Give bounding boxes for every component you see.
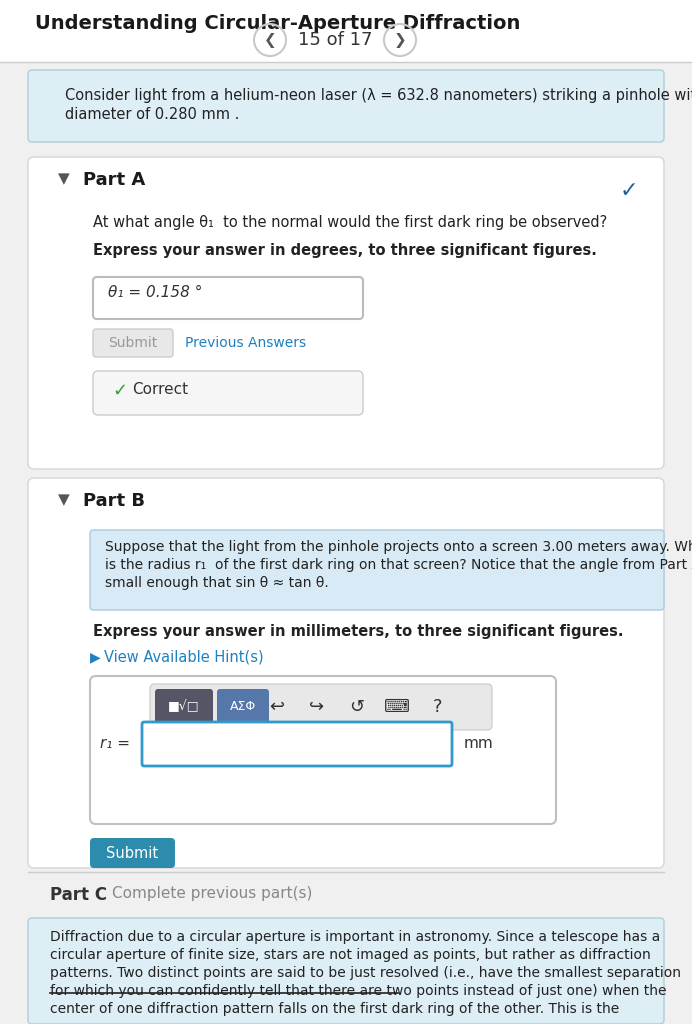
FancyBboxPatch shape (142, 722, 452, 766)
Text: Diffraction due to a circular aperture is important in astronomy. Since a telesc: Diffraction due to a circular aperture i… (50, 930, 660, 944)
Text: ↪: ↪ (309, 698, 325, 716)
Text: ▼: ▼ (58, 171, 70, 186)
Text: Express your answer in millimeters, to three significant figures.: Express your answer in millimeters, to t… (93, 624, 623, 639)
Text: ■√□: ■√□ (168, 700, 200, 714)
Text: diameter of 0.280 mm .: diameter of 0.280 mm . (65, 106, 239, 122)
Text: View Available Hint(s): View Available Hint(s) (104, 650, 264, 665)
Text: patterns. Two distinct points are said to be just resolved (i.e., have the small: patterns. Two distinct points are said t… (50, 966, 681, 980)
Text: Express your answer in degrees, to three significant figures.: Express your answer in degrees, to three… (93, 243, 597, 258)
FancyBboxPatch shape (28, 478, 664, 868)
Text: ▶: ▶ (90, 650, 100, 664)
Text: is the radius r₁  of the first dark ring on that screen? Notice that the angle f: is the radius r₁ of the first dark ring … (105, 558, 692, 572)
Text: At what angle θ₁  to the normal would the first dark ring be observed?: At what angle θ₁ to the normal would the… (93, 215, 608, 230)
Text: ↺: ↺ (349, 698, 365, 716)
Text: center of one diffraction pattern falls on the first dark ring of the other. Thi: center of one diffraction pattern falls … (50, 1002, 619, 1016)
FancyBboxPatch shape (93, 329, 173, 357)
Text: ?: ? (432, 698, 441, 716)
FancyBboxPatch shape (28, 918, 664, 1024)
Text: 15 of 17: 15 of 17 (298, 31, 372, 49)
Text: Consider light from a helium-neon laser (λ = 632.8 nanometers) striking a pinhol: Consider light from a helium-neon laser … (65, 88, 692, 103)
Bar (0, 0, 692, 62)
FancyBboxPatch shape (93, 371, 363, 415)
Text: Part B: Part B (83, 492, 145, 510)
FancyBboxPatch shape (90, 676, 556, 824)
Text: ❮: ❮ (264, 33, 276, 47)
FancyBboxPatch shape (90, 530, 664, 610)
FancyBboxPatch shape (28, 157, 664, 469)
Text: ▼: ▼ (58, 492, 70, 507)
FancyBboxPatch shape (217, 689, 269, 725)
FancyBboxPatch shape (28, 70, 664, 142)
Text: ✓: ✓ (619, 181, 638, 201)
Text: ⌨: ⌨ (384, 698, 410, 716)
FancyBboxPatch shape (155, 689, 213, 725)
Text: ❯: ❯ (394, 33, 406, 47)
Text: small enough that sin θ ≈ tan θ.: small enough that sin θ ≈ tan θ. (105, 575, 329, 590)
Text: Correct: Correct (132, 382, 188, 397)
FancyBboxPatch shape (150, 684, 492, 730)
Text: mm: mm (464, 736, 494, 752)
Text: Part C: Part C (50, 886, 107, 904)
Text: ✓: ✓ (112, 382, 127, 400)
FancyBboxPatch shape (90, 838, 175, 868)
Circle shape (254, 24, 286, 56)
Text: Previous Answers: Previous Answers (185, 336, 306, 350)
FancyBboxPatch shape (93, 278, 363, 319)
Text: Submit: Submit (109, 336, 158, 350)
Text: circular aperture of finite size, stars are not imaged as points, but rather as : circular aperture of finite size, stars … (50, 948, 650, 962)
Text: for which you can confidently tell that there are two points instead of just one: for which you can confidently tell that … (50, 984, 666, 998)
Text: Submit: Submit (106, 846, 158, 860)
Text: Understanding Circular-Aperture Diffraction: Understanding Circular-Aperture Diffract… (35, 14, 520, 33)
Text: ΑΣΦ: ΑΣΦ (230, 700, 256, 714)
Text: θ₁ = 0.158 °: θ₁ = 0.158 ° (108, 285, 202, 300)
Circle shape (384, 24, 416, 56)
Text: Suppose that the light from the pinhole projects onto a screen 3.00 meters away.: Suppose that the light from the pinhole … (105, 540, 692, 554)
Text: Part A: Part A (83, 171, 145, 189)
Text: ↩: ↩ (269, 698, 284, 716)
Text: Complete previous part(s): Complete previous part(s) (112, 886, 312, 901)
Text: r₁ =: r₁ = (100, 736, 130, 752)
